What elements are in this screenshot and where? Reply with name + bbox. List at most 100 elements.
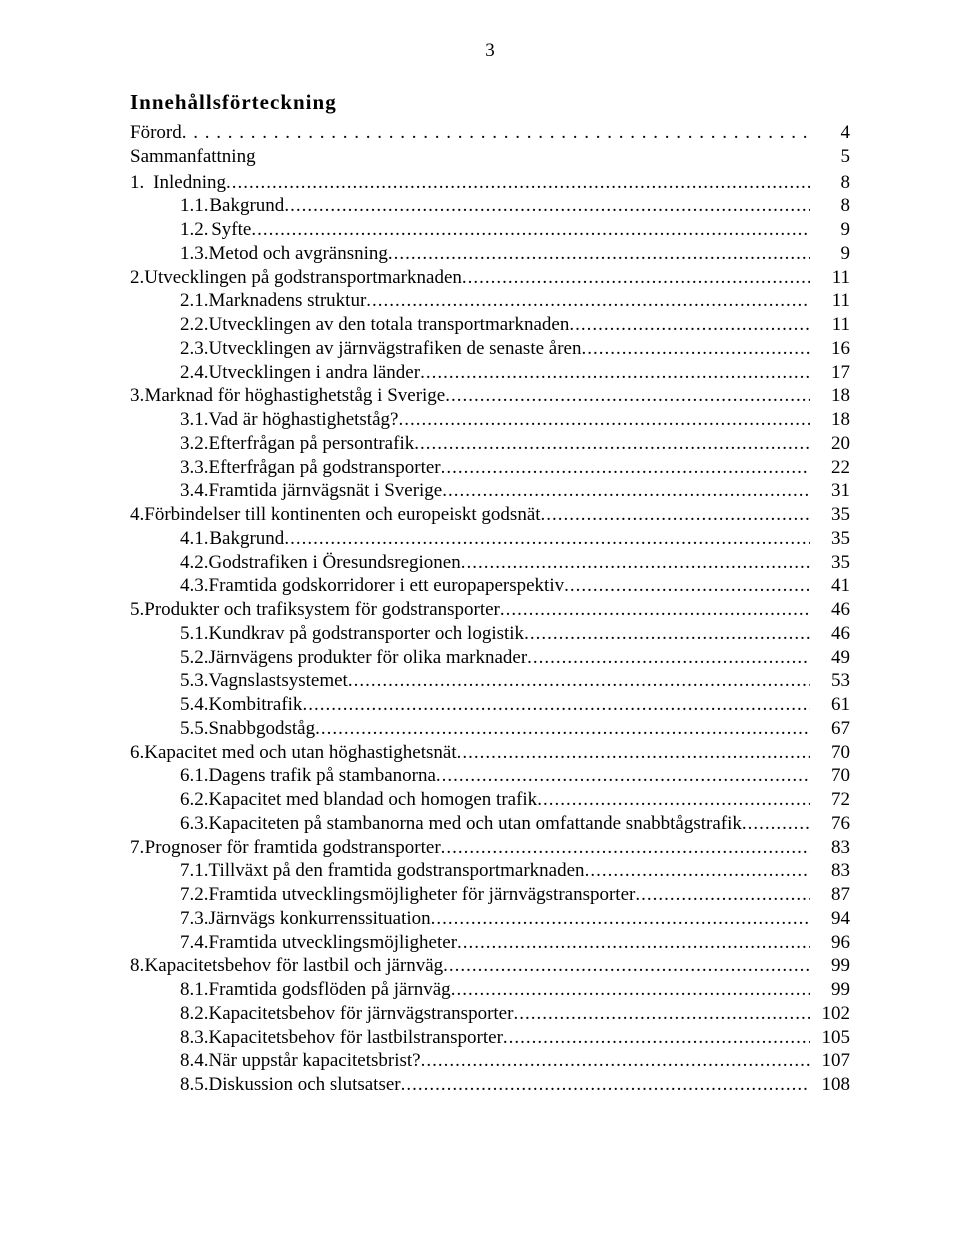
toc-body: Förord4Sammanfattning51.Inledning81.1.Ba… (130, 121, 850, 1097)
toc-entry-number: 3.1. (180, 408, 209, 432)
toc-leader-dots (226, 171, 810, 195)
toc-entry-page: 22 (810, 456, 850, 480)
toc-entry-page: 35 (810, 551, 850, 575)
toc-entry-number: 8.5. (180, 1073, 209, 1097)
toc-entry-page: 94 (810, 907, 850, 931)
toc-entry-page: 87 (810, 883, 850, 907)
toc-entry-label: Vagnslastsystemet (209, 669, 348, 693)
toc-entry-label: Prognoser för framtida godstransporter (145, 836, 441, 860)
toc-entry-label: Kapacitetsbehov för lastbilstransporter (209, 1026, 503, 1050)
toc-entry-page: 53 (810, 669, 850, 693)
toc-entry-label: Framtida godskorridorer i ett europapers… (209, 574, 565, 598)
toc-entry-page: 67 (810, 717, 850, 741)
toc-entry-label: Kapacitetsbehov för lastbil och järnväg (145, 954, 444, 978)
toc-leader-dots (388, 242, 810, 266)
toc-entry-label: Kapaciteten på stambanorna med och utan … (209, 812, 742, 836)
toc-entry-label: Kombitrafik (209, 693, 303, 717)
toc-entry: 1.Inledning8 (130, 171, 850, 195)
toc-entry: 1.2.Syfte9 (130, 218, 850, 242)
toc-leader-dots (500, 598, 810, 622)
toc-entry: 8.1.Framtida godsflöden på järnväg99 (130, 978, 850, 1002)
toc-leader-dots (420, 361, 810, 385)
toc-entry: 8.Kapacitetsbehov för lastbil och järnvä… (130, 954, 850, 978)
toc-leader-dots (537, 788, 810, 812)
toc-entry: 2.Utvecklingen på godstransportmarknaden… (130, 266, 850, 290)
toc-entry-page: 35 (810, 503, 850, 527)
page: 3 Innehållsförteckning Förord4Sammanfatt… (0, 0, 960, 1248)
toc-entry-page: 11 (810, 266, 850, 290)
toc-entry-number: 7.4. (180, 931, 209, 955)
toc-entry-number: 3.2. (180, 432, 209, 456)
toc-entry-page: 5 (810, 145, 850, 169)
toc-leader-dots (182, 121, 810, 145)
toc-entry: 6.2.Kapacitet med blandad och homogen tr… (130, 788, 850, 812)
toc-leader-dots (524, 622, 810, 646)
toc-entry-number: 4. (130, 503, 144, 527)
toc-entry-page: 35 (810, 527, 850, 551)
toc-title: Innehållsförteckning (130, 90, 850, 115)
toc-entry: Förord4 (130, 121, 850, 145)
toc-entry-number: 3.3. (180, 456, 209, 480)
toc-entry-page: 83 (810, 836, 850, 860)
toc-entry-page: 18 (810, 408, 850, 432)
toc-entry-label: Metod och avgränsning (209, 242, 388, 266)
toc-entry-number: 8. (130, 954, 145, 978)
toc-entry-page: 83 (810, 859, 850, 883)
toc-entry-label: Marknadens struktur (209, 289, 367, 313)
toc-leader-dots (441, 456, 810, 480)
toc-entry: 7.1.Tillväxt på den framtida godstranspo… (130, 859, 850, 883)
toc-entry: 5.Produkter och trafiksystem för godstra… (130, 598, 850, 622)
toc-entry-page: 16 (810, 337, 850, 361)
toc-entry-number: 5.4. (180, 693, 209, 717)
toc-entry-label: Framtida utvecklingsmöjligheter för järn… (209, 883, 636, 907)
toc-entry-page: 9 (810, 218, 850, 242)
toc-entry-label: Utvecklingen på godstransportmarknaden (144, 266, 462, 290)
toc-entry-number: 5.3. (180, 669, 209, 693)
toc-entry-label: Framtida utvecklingsmöjligheter (209, 931, 458, 955)
toc-entry-label: När uppstår kapacitetsbrist? (209, 1049, 421, 1073)
toc-entry-page: 49 (810, 646, 850, 670)
toc-leader-dots (366, 289, 810, 313)
toc-entry-page: 17 (810, 361, 850, 385)
toc-entry-number: 3. (130, 384, 144, 408)
toc-entry-number: 2.4. (180, 361, 209, 385)
toc-entry-label: Kundkrav på godstransporter och logistik (209, 622, 525, 646)
toc-leader-dots (457, 741, 810, 765)
toc-entry-label: Vad är höghastighetståg? (209, 408, 399, 432)
toc-entry-label: Marknad för höghastighetståg i Sverige (144, 384, 445, 408)
toc-entry: 8.2.Kapacitetsbehov för järnvägstranspor… (130, 1002, 850, 1026)
toc-entry-label: Utvecklingen av den totala transportmark… (209, 313, 570, 337)
toc-entry: 1.1.Bakgrund8 (130, 194, 850, 218)
toc-leader-dots (284, 527, 810, 551)
toc-entry-number: 1.3. (180, 242, 209, 266)
toc-entry-label: Förbindelser till kontinenten och europe… (144, 503, 540, 527)
toc-entry-label: Godstrafiken i Öresundsregionen (209, 551, 461, 575)
toc-entry-label: Utvecklingen av järnvägstrafiken de sena… (209, 337, 582, 361)
toc-entry-page: 102 (810, 1002, 850, 1026)
toc-leader-dots (462, 266, 810, 290)
toc-entry-label: Framtida järnvägsnät i Sverige (209, 479, 443, 503)
toc-entry: 8.3.Kapacitetsbehov för lastbilstranspor… (130, 1026, 850, 1050)
toc-entry-label: Utvecklingen i andra länder (209, 361, 421, 385)
toc-entry-page: 31 (810, 479, 850, 503)
toc-entry-label: Tillväxt på den framtida godstransportma… (209, 859, 585, 883)
toc-leader-dots (564, 574, 810, 598)
toc-entry-page: 41 (810, 574, 850, 598)
toc-entry: 2.4.Utvecklingen i andra länder 17 (130, 361, 850, 385)
toc-entry: 5.5.Snabbgodståg67 (130, 717, 850, 741)
toc-entry-label: Dagens trafik på stambanorna (209, 764, 436, 788)
toc-entry-label: Järnvägs konkurrenssituation (209, 907, 431, 931)
toc-leader-dots (581, 337, 810, 361)
toc-entry: 4.1.Bakgrund35 (130, 527, 850, 551)
toc-leader-dots (431, 907, 810, 931)
toc-entry-label: Järnvägens produkter för olika marknader (209, 646, 528, 670)
toc-entry-page: 8 (810, 194, 850, 218)
toc-entry: 6.1.Dagens trafik på stambanorna70 (130, 764, 850, 788)
toc-entry-page: 8 (810, 171, 850, 195)
toc-leader-dots (414, 432, 810, 456)
toc-entry-label: Syfte (211, 218, 251, 242)
toc-entry-number: 8.1. (180, 978, 209, 1002)
toc-leader-dots (457, 931, 810, 955)
toc-entry-label: Förord (130, 121, 182, 145)
toc-leader-dots (284, 194, 810, 218)
